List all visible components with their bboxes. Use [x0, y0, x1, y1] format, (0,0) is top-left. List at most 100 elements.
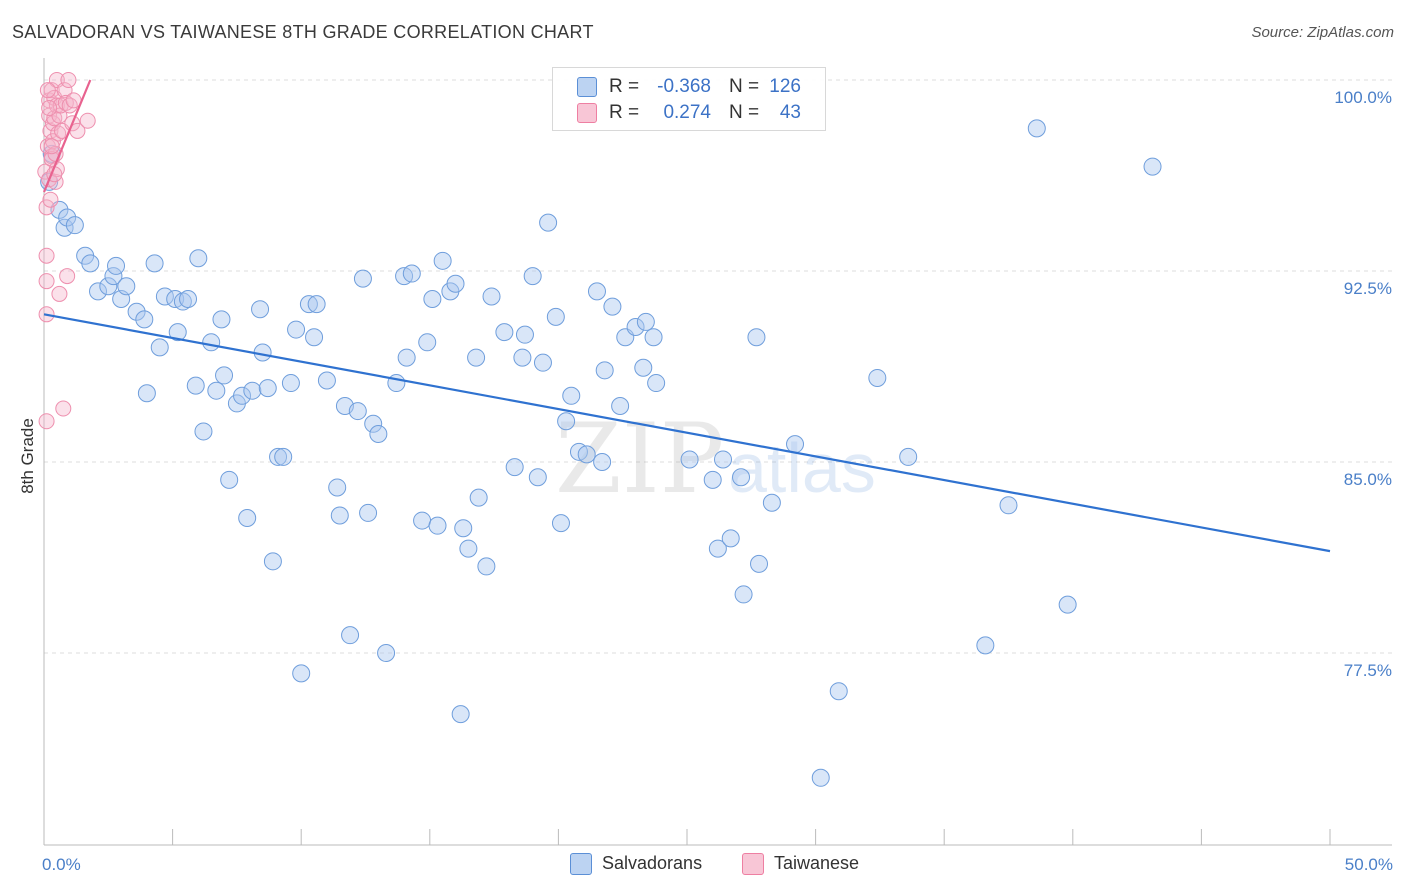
point-salvadoran [341, 626, 360, 645]
axes [43, 58, 1392, 846]
point-salvadoran [868, 368, 887, 387]
legend-n-label: N = [729, 102, 760, 123]
point-salvadoran [423, 290, 442, 309]
point-salvadoran [747, 328, 766, 347]
point-salvadoran [477, 557, 496, 576]
point-salvadoran [533, 353, 552, 372]
legend-r-label: R = [609, 102, 640, 123]
x-tick-label-min: 0.0% [42, 855, 81, 874]
point-salvadoran [626, 318, 645, 337]
legend-swatch-pink [742, 853, 764, 875]
watermark-atlas: atlas [728, 429, 876, 507]
point-salvadoran [714, 450, 733, 469]
point-salvadoran [305, 328, 324, 347]
point-salvadoran [562, 386, 581, 405]
point-salvadoran [269, 447, 288, 466]
legend-item-salvadorans[interactable]: Salvadorans [570, 852, 720, 876]
point-salvadoran [155, 287, 174, 306]
data-points [37, 72, 1162, 787]
point-salvadoran [243, 381, 262, 400]
point-salvadoran [750, 554, 769, 573]
point-taiwanese [41, 100, 58, 117]
tick-labels: 77.5% 85.0% 92.5% 100.0% 0.0% 50.0% [42, 88, 1393, 874]
point-salvadoran [721, 529, 740, 548]
y-axis-title: 8th Grade [18, 418, 37, 494]
point-salvadoran [233, 386, 252, 405]
point-salvadoran [359, 503, 378, 522]
point-salvadoran [212, 310, 231, 329]
point-salvadoran [189, 249, 208, 268]
point-salvadoran [505, 458, 524, 477]
point-salvadoran [593, 453, 612, 471]
point-salvadoran [137, 384, 156, 403]
point-salvadoran [708, 539, 727, 558]
point-salvadoran [145, 254, 164, 273]
point-taiwanese [56, 82, 73, 99]
point-salvadoran [194, 422, 213, 441]
point-salvadoran [263, 552, 282, 571]
point-salvadoran [636, 312, 655, 331]
point-salvadoran [647, 374, 666, 393]
point-salvadoran [186, 376, 205, 395]
point-salvadoran [238, 509, 257, 528]
point-salvadoran [348, 402, 367, 421]
legend-swatch-blue [577, 77, 597, 97]
legend-r-label: R = [609, 76, 640, 97]
point-salvadoran [81, 254, 100, 273]
y-tick-label: 77.5% [1344, 661, 1392, 680]
point-salvadoran [603, 297, 622, 316]
point-salvadoran [467, 348, 486, 367]
legend-n-label: N = [729, 76, 760, 97]
legend-n-value: 126 [769, 76, 801, 97]
y-tick-label: 92.5% [1344, 279, 1392, 298]
point-salvadoran [454, 519, 473, 538]
point-salvadoran [528, 468, 547, 487]
point-salvadoran [299, 295, 318, 314]
point-taiwanese [39, 82, 56, 99]
point-salvadoran [482, 287, 501, 306]
point-salvadoran [428, 516, 447, 535]
trend-line-taiwanese [42, 79, 92, 193]
chart-title: SALVADORAN VS TAIWANESE 8TH GRADE CORREL… [12, 22, 594, 42]
point-salvadoran [99, 277, 118, 296]
point-salvadoran [150, 338, 169, 357]
point-salvadoran [595, 361, 614, 380]
x-tick-label-max: 50.0% [1345, 855, 1393, 874]
point-salvadoran [451, 705, 470, 724]
point-salvadoran [469, 488, 488, 507]
point-salvadoran [433, 251, 452, 270]
point-salvadoran [539, 213, 558, 232]
point-taiwanese [38, 247, 55, 264]
point-salvadoran [215, 366, 234, 385]
point-taiwanese [38, 413, 55, 430]
point-salvadoran [1027, 119, 1046, 138]
point-salvadoran [557, 412, 576, 431]
point-salvadoran [207, 381, 226, 400]
point-salvadoran [127, 302, 146, 321]
legend-swatch-pink [577, 103, 597, 123]
legend-n-value: 43 [779, 102, 801, 123]
point-salvadoran [413, 511, 432, 530]
point-salvadoran [258, 379, 277, 398]
point-salvadoran [377, 644, 396, 662]
point-salvadoran [1143, 157, 1162, 176]
legend-item-taiwanese[interactable]: Taiwanese [742, 852, 882, 876]
point-taiwanese [51, 285, 68, 302]
point-salvadoran [89, 282, 108, 301]
point-salvadoran [330, 506, 349, 525]
point-salvadoran [703, 470, 722, 489]
point-salvadoran [732, 468, 751, 487]
point-salvadoran [117, 277, 136, 296]
point-taiwanese [59, 268, 76, 285]
point-salvadoran [999, 496, 1018, 515]
point-salvadoran [634, 358, 653, 377]
point-salvadoran [611, 396, 630, 415]
point-salvadoran [179, 290, 198, 309]
point-salvadoran [104, 267, 123, 286]
point-taiwanese [43, 138, 60, 155]
trend-lines [42, 79, 1331, 553]
point-salvadoran [644, 328, 663, 347]
source-label: Source: ZipAtlas.com [1251, 24, 1394, 41]
point-salvadoran [107, 256, 126, 275]
point-taiwanese [38, 199, 55, 216]
